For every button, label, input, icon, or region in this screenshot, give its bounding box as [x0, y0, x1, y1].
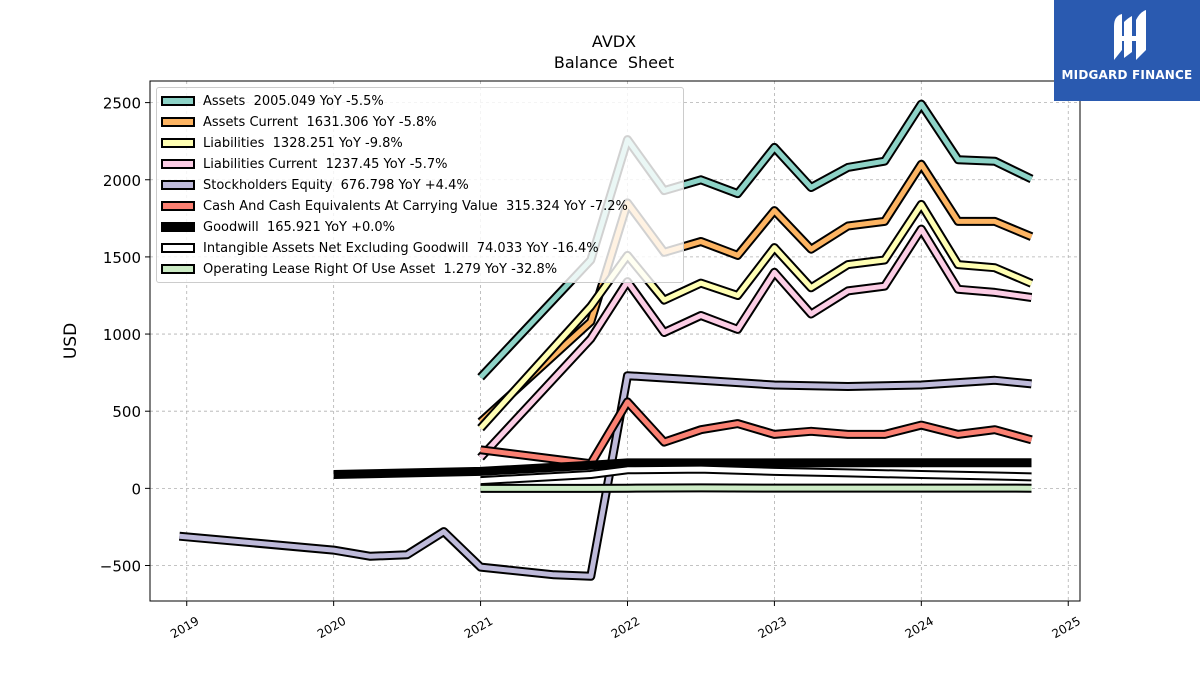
- legend-swatch: [161, 159, 195, 169]
- chart-title: AVDX: [592, 32, 636, 51]
- series-line-cash-and-cash-equivalents-at-carrying-value: [480, 399, 1033, 467]
- midgard-logo-icon: [1114, 10, 1146, 60]
- legend-label: Assets 2005.049 YoY -5.5%: [203, 93, 384, 109]
- legend-swatch: [161, 180, 195, 190]
- legend-swatch: [161, 264, 195, 274]
- legend-item: Goodwill 165.921 YoY +0.0%: [161, 217, 395, 237]
- y-tick-label: −500: [100, 558, 141, 576]
- legend-item: Assets Current 1631.306 YoY -5.8%: [161, 112, 437, 132]
- legend-label: Liabilities Current 1237.45 YoY -5.7%: [203, 156, 448, 172]
- legend-item: Stockholders Equity 676.798 YoY +4.4%: [161, 175, 469, 195]
- x-tick-label: 2021: [462, 614, 495, 641]
- legend-item: Liabilities Current 1237.45 YoY -5.7%: [161, 154, 447, 174]
- legend-label: Stockholders Equity 676.798 YoY +4.4%: [203, 177, 469, 193]
- series-line-intangible-assets-net-excluding-goodwill: [480, 466, 1032, 484]
- legend-label: Liabilities 1328.251 YoY -9.8%: [203, 135, 403, 151]
- y-tick-label: 0: [131, 480, 141, 498]
- y-tick-label: 2500: [103, 95, 141, 113]
- legend-item: Assets 2005.049 YoY -5.5%: [161, 91, 384, 111]
- y-axis-ticks: −500 0 500 1000 1500 2000 2500: [100, 95, 150, 576]
- legend-item: Operating Lease Right Of Use Asset 1.279…: [161, 259, 557, 279]
- x-tick-label: 2023: [756, 614, 789, 641]
- series-line-goodwill: [333, 458, 1032, 479]
- legend-item: Liabilities 1328.251 YoY -9.8%: [161, 133, 403, 153]
- x-tick-label: 2024: [903, 614, 936, 641]
- legend-label: Cash And Cash Equivalents At Carrying Va…: [203, 198, 628, 214]
- x-tick-label: 2025: [1050, 614, 1083, 641]
- legend-item: Intangible Assets Net Excluding Goodwill…: [161, 238, 599, 258]
- legend-swatch: [161, 96, 195, 106]
- x-tick-label: 2019: [168, 614, 201, 641]
- brand-name: MIDGARD FINANCE: [1061, 68, 1193, 82]
- x-tick-label: 2020: [315, 614, 348, 641]
- x-axis-ticks: 2019 2020 2021 2022 2023 2024 2025: [168, 601, 1083, 641]
- legend-swatch: [161, 222, 195, 232]
- legend-label: Assets Current 1631.306 YoY -5.8%: [203, 114, 437, 130]
- chart-legend: Assets 2005.049 YoY -5.5% Assets Current …: [156, 87, 684, 283]
- legend-swatch: [161, 138, 195, 148]
- y-axis-label: USD: [61, 323, 81, 359]
- series-lines: [178, 99, 1034, 581]
- brand-logo: MIDGARD FINANCE: [1054, 0, 1200, 101]
- legend-swatch: [161, 243, 195, 253]
- y-tick-label: 2000: [103, 172, 141, 190]
- chart-subtitle: Balance Sheet: [554, 53, 674, 72]
- y-tick-label: 500: [112, 403, 141, 421]
- y-tick-label: 1000: [103, 326, 141, 344]
- legend-label: Goodwill 165.921 YoY +0.0%: [203, 219, 396, 235]
- legend-label: Intangible Assets Net Excluding Goodwill…: [203, 240, 599, 256]
- legend-item: Cash And Cash Equivalents At Carrying Va…: [161, 196, 628, 216]
- legend-swatch: [161, 117, 195, 127]
- series-line-operating-lease-right-of-use-asset: [480, 485, 1032, 491]
- series-line-liabilities-current: [478, 226, 1032, 460]
- plot-frame: [149, 80, 1081, 602]
- legend-swatch: [161, 201, 195, 211]
- legend-label: Operating Lease Right Of Use Asset 1.279…: [203, 261, 558, 277]
- y-tick-label: 1500: [103, 249, 141, 267]
- x-tick-label: 2022: [609, 614, 642, 641]
- series-line-stockholders-equity: [179, 373, 1032, 579]
